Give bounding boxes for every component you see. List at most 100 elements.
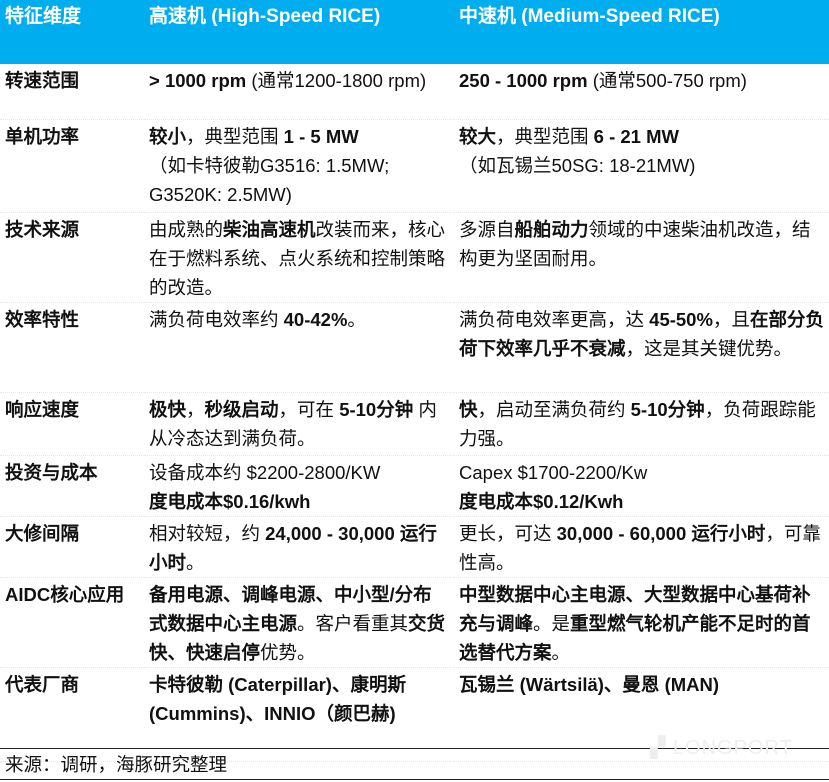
header-high-speed: 高速机 (High-Speed RICE) (144, 0, 454, 64)
cell-text-segment: 多源自 (459, 218, 515, 240)
cell-text-segment: 秒级启动 (204, 398, 279, 420)
cell-text-segment: (通常500-750 rpm) (587, 70, 747, 91)
cell-text-segment: ，可靠性高。 (459, 522, 821, 573)
cell-text-segment: 。 (347, 308, 366, 330)
cell-text-segment: 极快 (149, 398, 187, 420)
cell-text-segment: ，这是其关键优势。 (625, 337, 793, 359)
cell-text-segment: ，典型范围 (496, 125, 594, 147)
cell-high-speed: 相对较短，约 24,000 - 30,000 运行小时。 (144, 516, 454, 578)
cell-text-segment: 更长，可达 (459, 522, 557, 544)
cell-text-segment: ，典型范围 (186, 125, 284, 147)
cell-high-speed: 卡特彼勒 (Caterpillar)、康明斯 (Cummins)、INNIO（颜… (144, 667, 454, 762)
cell-text-segment: 度电成本$0.16/kwh (149, 490, 311, 512)
cell-text-segment: 快 (459, 398, 478, 420)
row-label: 效率特性 (0, 302, 144, 393)
cell-text-segment: Capex $1700-2200/Kw (459, 461, 648, 483)
table-row: 代表厂商 卡特彼勒 (Caterpillar)、康明斯 (Cummins)、INN… (0, 667, 829, 762)
cell-text-segment: > 1000 rpm (149, 70, 247, 91)
cell-text-segment: 中型数据中心主电源、大型数据中心基荷补充与调峰 (459, 583, 811, 634)
cell-text-segment: 较大 (459, 125, 497, 147)
cell-text-segment: 。客户看重其 (297, 612, 409, 634)
header-feature: 特征维度 (0, 0, 144, 64)
cell-text-segment: 由成熟的 (149, 218, 224, 240)
table-row: 技术来源 由成熟的柴油高速机改装而来，核心在于燃料系统、点火系统和控制策略的改造。… (0, 212, 829, 303)
cell-text-segment: 优势。 (260, 641, 316, 663)
cell-text-segment: ，可在 (278, 398, 340, 420)
table-body: 转速范围 > 1000 rpm (通常1200-1800 rpm) 250 - 10… (0, 64, 829, 762)
cell-high-speed: 备用电源、调峰电源、中小型/分布式数据中心主电源。客户看重其交货快、快速启停优势… (144, 577, 454, 668)
cell-text-segment: 较小 (149, 125, 187, 147)
cell-text-segment: 。 (551, 641, 571, 663)
cell-medium-speed: Capex $1700-2200/Kw 度电成本$0.12/Kwh (454, 455, 829, 517)
cell-text-segment: 船舶动力 (514, 218, 589, 240)
cell-text-segment: （如瓦锡兰50SG: 18-21MW) (459, 154, 696, 176)
cell-high-speed: 由成熟的柴油高速机改装而来，核心在于燃料系统、点火系统和控制策略的改造。 (144, 212, 454, 303)
row-label: 大修间隔 (0, 516, 144, 578)
cell-medium-speed: 瓦锡兰 (Wärtsilä)、曼恩 (MAN) (454, 667, 829, 762)
cell-text-segment: 设备成本约 $2200-2800/KW (149, 461, 381, 483)
cell-text-segment: 内从冷态达到满负荷。 (149, 398, 437, 449)
row-label: 投资与成本 (0, 455, 144, 517)
cell-text-segment: 5-10分钟 (339, 398, 414, 420)
table-row: 单机功率 较小，典型范围 1 - 5 MW （如卡特彼勒G3516: 1.5MW; … (0, 119, 829, 213)
cell-medium-speed: 多源自船舶动力领域的中速柴油机改造，结构更为坚固耐用。 (454, 212, 829, 303)
cell-text-segment: 24,000 - 30,000 运行小时 (149, 522, 437, 573)
cell-text-segment: 卡特彼勒 (Caterpillar)、康明斯 (Cummins)、INNIO（颜… (149, 673, 406, 724)
header-row: 特征维度 高速机 (High-Speed RICE) 中速机 (Medium-S… (0, 0, 829, 64)
cell-text-segment: 在部分负荷下效率几乎不衰减 (459, 308, 824, 359)
cell-high-speed: 较小，典型范围 1 - 5 MW （如卡特彼勒G3516: 1.5MW; G352… (144, 119, 454, 213)
table-row: 效率特性 满负荷电效率约 40-42%。 满负荷电效率更高，达 45-50%，且在部… (0, 302, 829, 393)
cell-text-segment: 5-10分钟 (630, 398, 705, 420)
cell-text-segment: 领域的中速柴油机改造，结构更为坚固耐用。 (459, 218, 811, 269)
table-row: 转速范围 > 1000 rpm (通常1200-1800 rpm) 250 - 10… (0, 64, 829, 120)
table-row: 投资与成本 设备成本约 $2200-2800/KW 度电成本$0.16/kwh Cap… (0, 455, 829, 517)
cell-text-segment: 6 - 21 MW (593, 125, 679, 147)
cell-text-segment: 30,000 - 60,000 运行小时 (556, 522, 766, 544)
cell-text-segment: 。 (186, 551, 205, 573)
cell-high-speed: 极快，秒级启动，可在 5-10分钟 内从冷态达到满负荷。 (144, 392, 454, 456)
watermark-logo: ▞ LONGPORT (650, 737, 793, 759)
row-label: AIDC核心应用 (0, 577, 144, 668)
cell-text-segment: 1 - 5 MW (283, 125, 359, 147)
cell-text-segment: ， (186, 398, 205, 420)
cell-medium-speed: 较大，典型范围 6 - 21 MW （如瓦锡兰50SG: 18-21MW) (454, 119, 829, 213)
cell-text-segment: 满负荷电效率更高，达 (459, 308, 650, 330)
cell-text-segment: 柴油高速机 (223, 218, 316, 240)
cell-text-segment: ，负荷跟踪能力强。 (459, 398, 816, 449)
cell-text-segment: 45-50% (649, 308, 713, 330)
cell-text-segment: 交货快、快速启停 (149, 612, 446, 663)
table-row: 大修间隔 相对较短，约 24,000 - 30,000 运行小时。 更长，可达 30… (0, 516, 829, 578)
cell-text-segment: 改装而来，核心在于燃料系统、点火系统和控制策略的改造。 (149, 218, 446, 298)
cell-text-segment: 250 - 1000 rpm (459, 70, 588, 91)
cell-text-segment: 度电成本$0.12/Kwh (459, 490, 624, 512)
source-note: 来源：调研，海豚研究整理 (0, 748, 829, 780)
cell-high-speed: 设备成本约 $2200-2800/KW 度电成本$0.16/kwh (144, 455, 454, 517)
table-row: 响应速度 极快，秒级启动，可在 5-10分钟 内从冷态达到满负荷。 快，启动至满负荷… (0, 392, 829, 456)
cell-text-segment: 重型燃气轮机产能不足时的首选替代方案 (459, 612, 811, 663)
cell-text-segment: ，且 (712, 308, 750, 330)
watermark-text: LONGPORT (672, 737, 793, 759)
cell-medium-speed: 更长，可达 30,000 - 60,000 运行小时，可靠性高。 (454, 516, 829, 578)
cell-text-segment: （如卡特彼勒G3516: 1.5MW; G3520K: 2.5MW) (149, 154, 390, 205)
cell-medium-speed: 中型数据中心主电源、大型数据中心基荷补充与调峰。是重型燃气轮机产能不足时的首选替… (454, 577, 829, 668)
row-label: 响应速度 (0, 392, 144, 456)
cell-text-segment: 备用电源、调峰电源、中小型/分布式数据中心主电源 (149, 583, 432, 634)
row-label: 转速范围 (0, 64, 144, 120)
cell-text-segment: ，启动至满负荷约 (477, 398, 631, 420)
cell-high-speed: > 1000 rpm (通常1200-1800 rpm) (144, 64, 454, 120)
row-label: 代表厂商 (0, 667, 144, 762)
row-label: 单机功率 (0, 119, 144, 213)
comparison-table: 特征维度 高速机 (High-Speed RICE) 中速机 (Medium-S… (0, 0, 829, 762)
row-label: 技术来源 (0, 212, 144, 303)
cell-text-segment: 。是 (533, 612, 571, 634)
cell-text-segment: 满负荷电效率约 (149, 308, 284, 330)
header-medium-speed: 中速机 (Medium-Speed RICE) (454, 0, 829, 64)
cell-medium-speed: 满负荷电效率更高，达 45-50%，且在部分负荷下效率几乎不衰减，这是其关键优势… (454, 302, 829, 393)
cell-medium-speed: 快，启动至满负荷约 5-10分钟，负荷跟踪能力强。 (454, 392, 829, 456)
cell-text-segment: 40-42% (283, 308, 348, 330)
cell-high-speed: 满负荷电效率约 40-42%。 (144, 302, 454, 393)
cell-text-segment: 相对较短，约 (149, 522, 266, 544)
cell-text-segment: (通常1200-1800 rpm) (246, 70, 427, 91)
table-row: AIDC核心应用 备用电源、调峰电源、中小型/分布式数据中心主电源。客户看重其交货… (0, 577, 829, 668)
cell-text-segment: 瓦锡兰 (Wärtsilä)、曼恩 (MAN) (459, 673, 720, 695)
